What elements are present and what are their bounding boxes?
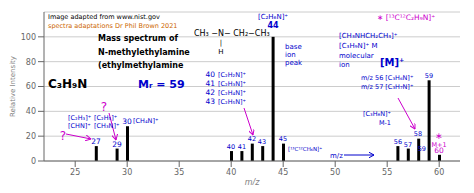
svg-text:base: base (285, 43, 302, 51)
svg-text:30: 30 (122, 168, 132, 177)
svg-text:M+1: M+1 (431, 141, 446, 149)
svg-text:m/z: m/z (330, 152, 343, 160)
svg-text:30: 30 (122, 117, 132, 126)
svg-text:[C₂H₃]⁺: [C₂H₃]⁺ (68, 114, 91, 122)
svg-text:41: 41 (205, 79, 215, 88)
svg-text:?: ? (60, 129, 66, 143)
svg-text:?: ? (101, 100, 107, 114)
svg-text:[CH₃NHCH₂CH₃]⁺: [CH₃NHCH₂CH₃]⁺ (339, 32, 398, 40)
svg-text:[¹³C¹²CH₆N]⁺: [¹³C¹²CH₆N]⁺ (288, 146, 322, 152)
svg-text:0: 0 (31, 157, 36, 166)
svg-text:molecular: molecular (339, 52, 374, 60)
svg-text:[C₂H₅]⁺: [C₂H₅]⁺ (94, 114, 117, 122)
svg-text:[C₂H₄N]⁺: [C₂H₄N]⁺ (218, 89, 246, 97)
svg-text:Image adapted from www.nist.go: Image adapted from www.nist.gov (48, 13, 160, 21)
svg-text:50: 50 (330, 168, 340, 177)
svg-text:40: 40 (26, 107, 36, 116)
svg-text:40: 40 (205, 70, 215, 79)
svg-text:|: | (220, 39, 222, 47)
svg-text:m/z 57 [C₃H₇N]⁺: m/z 57 [C₃H₇N]⁺ (361, 83, 413, 91)
svg-text:ion: ion (285, 51, 296, 59)
svg-text:60: 60 (434, 168, 444, 177)
svg-text:Mᵣ = 59: Mᵣ = 59 (138, 78, 185, 91)
svg-text:(ethylmethylamine: (ethylmethylamine (98, 61, 184, 70)
svg-text:∗: ∗ (435, 131, 443, 141)
svg-text:[C₂H₂N]⁺: [C₂H₂N]⁺ (218, 71, 246, 79)
svg-text:m/z: m/z (245, 178, 260, 185)
svg-text:43: 43 (205, 97, 215, 106)
svg-text:59: 59 (425, 72, 433, 80)
svg-text:59: 59 (418, 145, 426, 153)
svg-text:CH₃ −N− CH₂−CH₃: CH₃ −N− CH₂−CH₃ (194, 29, 270, 38)
svg-text:35: 35 (174, 168, 184, 177)
svg-text:80: 80 (26, 58, 36, 67)
svg-text:57: 57 (404, 141, 412, 149)
svg-text:[C₃H₉N]⁺ M: [C₃H₉N]⁺ M (339, 42, 377, 50)
svg-text:[C₂H₅N]⁺: [C₂H₅N]⁺ (218, 98, 246, 106)
svg-text:55: 55 (382, 168, 392, 177)
svg-text:[CH₄N]⁺: [CH₄N]⁺ (133, 117, 158, 125)
svg-text:41: 41 (238, 143, 246, 151)
svg-text:peak: peak (285, 59, 303, 67)
svg-text:42: 42 (248, 135, 256, 143)
svg-text:45: 45 (278, 168, 288, 177)
svg-text:100: 100 (21, 33, 36, 42)
svg-text:[CHN]⁺: [CHN]⁺ (68, 122, 91, 130)
svg-text:C₃H₉N: C₃H₉N (48, 77, 87, 91)
svg-text:20: 20 (26, 132, 36, 141)
svg-text:[CH₃N]⁺: [CH₃N]⁺ (94, 122, 119, 130)
svg-text:ion: ion (339, 61, 350, 69)
svg-text:60: 60 (434, 146, 444, 155)
svg-text:Relative Intensity: Relative Intensity (9, 56, 17, 117)
svg-text:H: H (218, 48, 223, 56)
svg-text:N-methylethylamine: N-methylethylamine (98, 48, 190, 57)
svg-text:29: 29 (112, 140, 122, 149)
svg-text:M-1: M-1 (379, 119, 391, 127)
svg-text:[C₃H₈N]⁺: [C₃H₈N]⁺ (363, 110, 391, 118)
svg-text:42: 42 (205, 88, 215, 97)
svg-text:40: 40 (226, 168, 236, 177)
svg-text:44: 44 (267, 21, 279, 30)
svg-text:40: 40 (227, 143, 235, 151)
svg-text:m/z 56 [C₃H₆N]⁺: m/z 56 [C₃H₆N]⁺ (361, 74, 413, 82)
svg-text:[M]⁺: [M]⁺ (380, 57, 404, 68)
svg-text:60: 60 (26, 82, 36, 91)
svg-text:45: 45 (279, 135, 287, 143)
svg-text:[C₂H₆N]⁺: [C₂H₆N]⁺ (258, 13, 288, 21)
svg-text:spectra adaptations Dr Phil Br: spectra adaptations Dr Phil Brown 2021 (48, 22, 177, 30)
svg-text:58: 58 (414, 130, 422, 138)
svg-text:27: 27 (91, 137, 101, 146)
svg-text:25: 25 (70, 168, 80, 177)
svg-text:∗ [¹³C¹²C₂H₉N]⁺: ∗ [¹³C¹²C₂H₉N]⁺ (377, 13, 435, 22)
svg-text:43: 43 (258, 138, 266, 146)
svg-text:[C₂H₃N]⁺: [C₂H₃N]⁺ (218, 80, 246, 88)
svg-text:Mass spectrum of: Mass spectrum of (98, 34, 178, 43)
svg-text:56: 56 (394, 138, 402, 146)
